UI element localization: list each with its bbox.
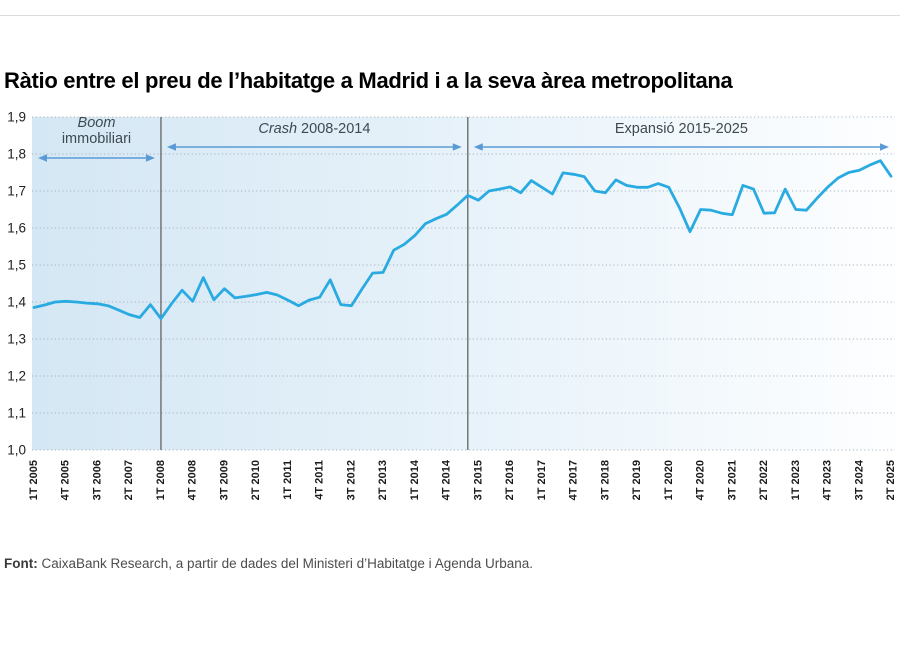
svg-text:1T 2023: 1T 2023	[790, 460, 802, 500]
svg-text:4T 2023: 4T 2023	[822, 460, 834, 500]
svg-text:2T 2016: 2T 2016	[504, 460, 516, 500]
svg-text:3T 2021: 3T 2021	[726, 460, 738, 500]
svg-text:4T 2011: 4T 2011	[314, 460, 326, 500]
svg-text:3T 2015: 3T 2015	[472, 460, 484, 500]
svg-text:1,9: 1,9	[7, 110, 26, 125]
svg-text:3T 2012: 3T 2012	[345, 460, 357, 500]
svg-text:3T 2009: 3T 2009	[218, 460, 230, 500]
svg-text:1,6: 1,6	[7, 221, 26, 236]
svg-text:4T 2005: 4T 2005	[60, 460, 72, 500]
ratio-line-chart: 1,9 1,8 1,7 1,6 1,5 1,4 1,3 1,2 1,1 1,01T 2005 4T …	[7, 110, 897, 501]
svg-text:1,2: 1,2	[7, 369, 26, 384]
svg-text:Expansió 2015-2025: Expansió 2015-2025	[615, 121, 748, 137]
svg-text:2T 2025: 2T 2025	[885, 460, 897, 500]
svg-text:4T 2020: 4T 2020	[695, 460, 707, 500]
svg-text:Crash 2008-2014: Crash 2008-2014	[258, 121, 370, 137]
svg-text:1,7: 1,7	[7, 184, 26, 199]
svg-text:1T 2005: 1T 2005	[28, 460, 40, 500]
source-text: CaixaBank Research, a partir de dades de…	[37, 556, 534, 571]
svg-text:2T 2019: 2T 2019	[631, 460, 643, 500]
source-note: Font: CaixaBank Research, a partir de da…	[4, 556, 533, 571]
svg-text:3T 2006: 3T 2006	[91, 460, 103, 500]
svg-text:4T 2017: 4T 2017	[568, 460, 580, 500]
svg-text:1,4: 1,4	[7, 295, 26, 310]
svg-text:1,5: 1,5	[7, 258, 26, 273]
svg-text:2T 2010: 2T 2010	[250, 460, 262, 500]
svg-text:1,8: 1,8	[7, 147, 26, 162]
svg-text:1T 2011: 1T 2011	[282, 460, 294, 500]
svg-text:1T 2020: 1T 2020	[663, 460, 675, 500]
svg-text:4T 2014: 4T 2014	[441, 459, 453, 500]
svg-text:3T 2018: 3T 2018	[599, 460, 611, 500]
svg-text:1,0: 1,0	[7, 443, 26, 458]
svg-text:2T 2007: 2T 2007	[123, 460, 135, 500]
svg-text:4T 2008: 4T 2008	[187, 460, 199, 500]
page-title: Ràtio entre el preu de l’habitatge a Mad…	[4, 67, 733, 93]
svg-text:1T 2014: 1T 2014	[409, 459, 421, 500]
svg-text:1T 2008: 1T 2008	[155, 460, 167, 500]
source-label: Font:	[4, 556, 38, 571]
svg-text:1T 2017: 1T 2017	[536, 460, 548, 500]
svg-text:1,3: 1,3	[7, 332, 26, 347]
svg-text:2T 2022: 2T 2022	[758, 460, 770, 500]
top-divider-rule	[0, 15, 900, 16]
svg-text:3T 2024: 3T 2024	[853, 459, 865, 500]
svg-text:2T 2013: 2T 2013	[377, 460, 389, 500]
svg-text:1,1: 1,1	[7, 406, 26, 421]
